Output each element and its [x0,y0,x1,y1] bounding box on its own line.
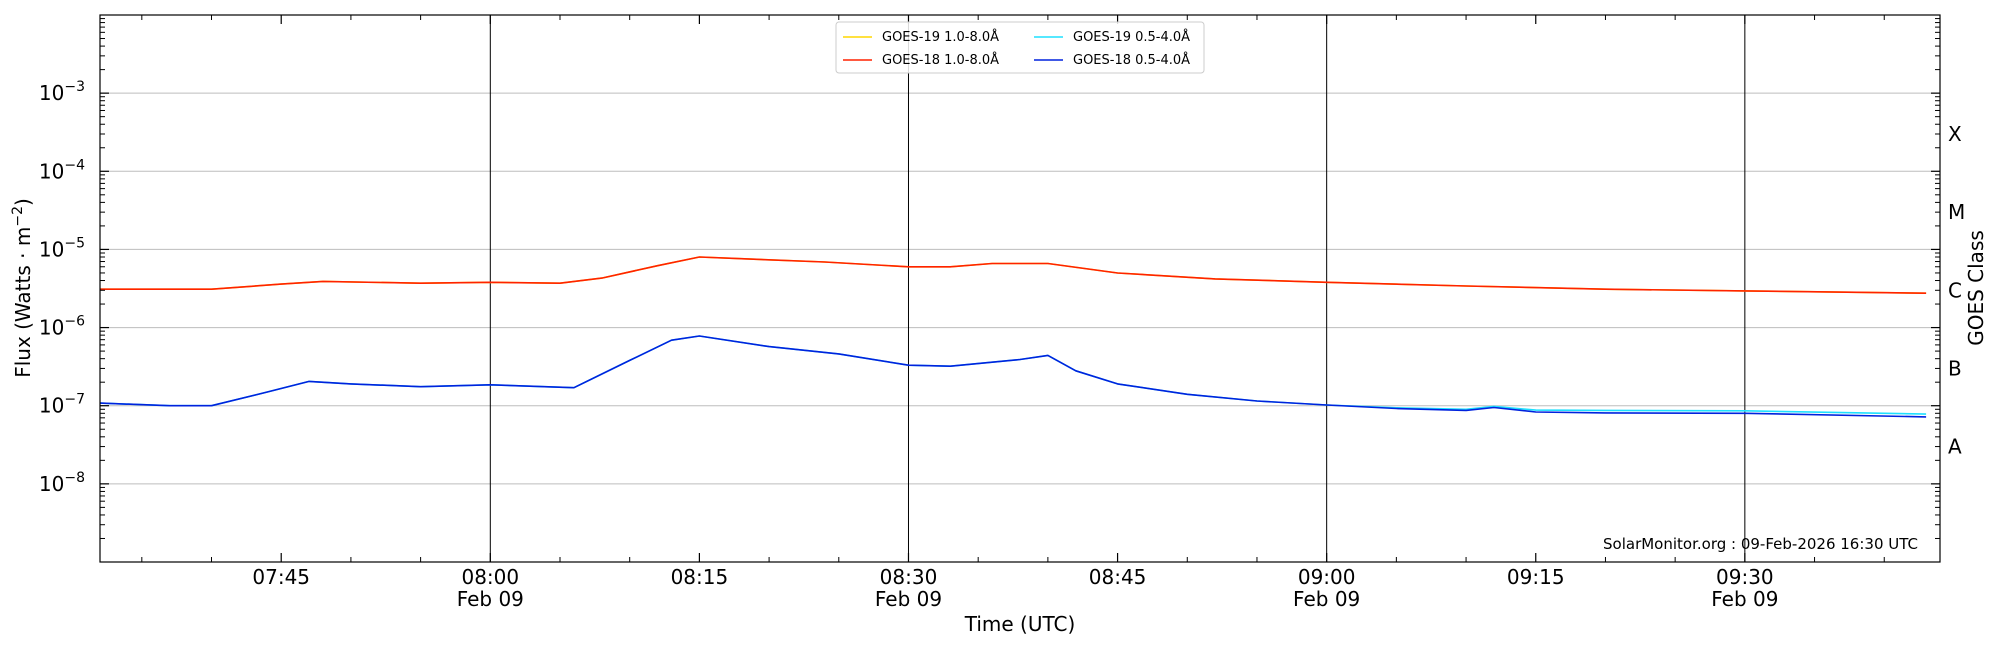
y-tick-label-base: 10 [39,394,64,418]
y-tick-label: 10−4 [39,157,85,183]
y-tick-label-exponent: −4 [64,157,85,173]
x-tick-date-label: Feb 09 [1711,587,1778,611]
y-tick-label-exponent: −8 [64,470,85,486]
x-tick-label: 08:00 [461,565,519,589]
vertical-marker-layer [489,15,1746,562]
y-axis-title-exponent: −2 [10,206,26,227]
goes-class-label: C [1948,278,1962,302]
legend-entry-label: GOES-19 1.0-8.0Å [882,29,999,45]
y-tick-label: 10−7 [39,392,85,418]
y-tick-label-base: 10 [39,316,64,340]
x-tick-label: 09:15 [1507,565,1565,589]
y-axis-title-main: Flux (Watts · m [11,227,35,378]
y-tick-label-exponent: −6 [64,314,85,330]
y-tick-label: 10−3 [39,79,85,105]
x-tick-label: 07:45 [252,565,310,589]
series-line [99,335,1927,418]
y-tick-label-exponent: −7 [64,392,85,408]
y-tick-label: 10−5 [39,235,85,261]
goes-class-label: X [1948,122,1962,146]
legend: GOES-19 1.0-8.0Å GOES-18 1.0-8.0Å GOES-1… [835,21,1205,74]
y-tick-label-exponent: −3 [64,79,85,95]
plot-frame [99,14,1941,563]
y-tick-label-base: 10 [39,237,64,261]
legend-entry-label: GOES-18 0.5-4.0Å [1073,52,1190,68]
x-tick-label: 09:30 [1716,565,1774,589]
x-tick-date-label: Feb 09 [457,587,524,611]
series-line [99,335,1927,415]
source-annotation: SolarMonitor.org : 09-Feb-2026 16:30 UTC [1603,535,1918,553]
x-tick-label: 08:30 [880,565,938,589]
series-layer [99,256,1927,418]
legend-box [835,21,1205,74]
x-axis-title: Time (UTC) [964,612,1076,636]
x-tick-label: 08:15 [671,565,729,589]
y-tick-label-base: 10 [39,159,64,183]
right-axis-title: GOES Class [1964,230,1988,346]
y-tick-label-exponent: −5 [64,235,85,251]
y-tick-label: 10−8 [39,470,85,496]
goes-class-label: B [1948,356,1962,380]
goes-class-label: M [1948,200,1965,224]
goes-class-label: A [1948,435,1962,459]
x-tick-label: 09:00 [1298,565,1356,589]
y-axis-title-close: ) [11,198,35,206]
series-line [100,256,1927,294]
y-tick-label-base: 10 [39,81,64,105]
series-line [100,256,1927,294]
tick-layer [100,15,1940,562]
y-axis-title: Flux (Watts · m−2) [10,198,35,378]
y-tick-label: 10−6 [39,314,85,340]
grid-layer [100,92,1940,485]
legend-entry-label: GOES-18 1.0-8.0Å [882,52,999,68]
legend-entry-label: GOES-19 0.5-4.0Å [1073,29,1190,45]
x-tick-date-label: Feb 09 [875,587,942,611]
x-tick-label: 08:45 [1089,565,1147,589]
x-tick-date-label: Feb 09 [1293,587,1360,611]
y-tick-label-base: 10 [39,472,64,496]
